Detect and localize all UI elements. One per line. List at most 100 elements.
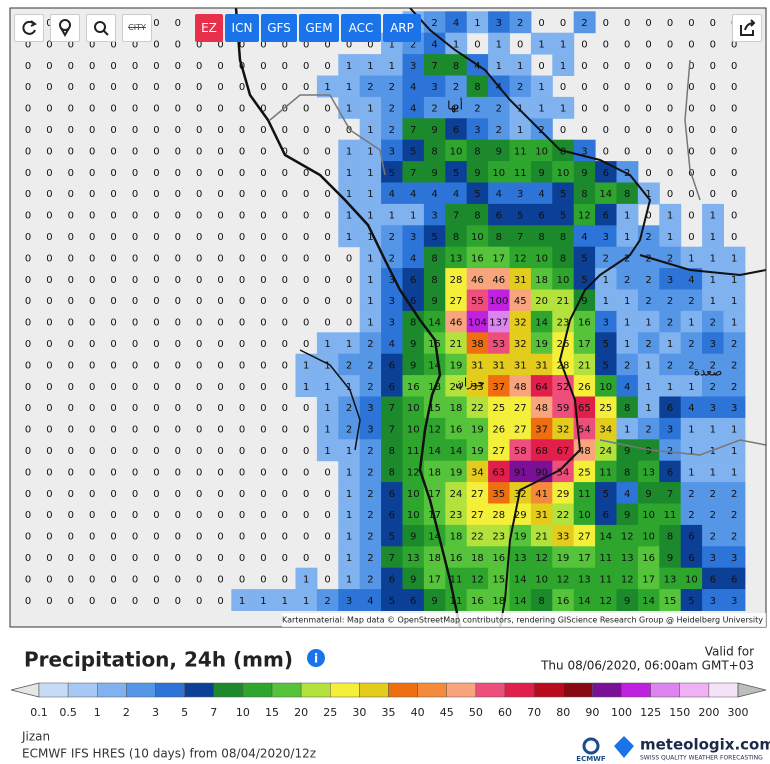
cell-value: 6 — [389, 382, 395, 393]
cell-value: 8 — [624, 403, 630, 414]
cell-value: 48 — [535, 403, 548, 414]
legend-label: 200 — [698, 706, 719, 719]
cell-value: 6 — [410, 296, 416, 307]
cell-value: 2 — [624, 275, 630, 286]
precip-cell — [723, 396, 746, 419]
cell-value: 8 — [431, 275, 437, 286]
cell-value: 2 — [367, 360, 373, 371]
cell-value: 2 — [496, 125, 502, 136]
cell-value: 0 — [624, 125, 630, 136]
precip-cell — [316, 439, 339, 462]
model-button[interactable]: ACC — [341, 14, 381, 42]
cell-value: 3 — [389, 296, 395, 307]
cell-value: 2 — [324, 596, 330, 607]
cell-value: 0 — [324, 253, 330, 264]
precip-cell — [423, 546, 446, 569]
cell-value: 0 — [175, 168, 181, 179]
cell-value: 9 — [581, 168, 587, 179]
cell-value: 24 — [599, 446, 612, 457]
legend-swatch — [242, 682, 273, 698]
cell-value: 0 — [196, 104, 202, 115]
model-button[interactable]: GFS — [261, 14, 297, 42]
cell-value: 2 — [367, 446, 373, 457]
cell-value: 1 — [667, 232, 673, 243]
cell-value: 0 — [538, 61, 544, 72]
cell-value: 12 — [599, 596, 612, 607]
cell-value: 5 — [453, 168, 459, 179]
cell-value: 14 — [642, 596, 655, 607]
cell-value: 1 — [474, 18, 480, 29]
cell-value: 23 — [492, 532, 505, 543]
cell-value: 0 — [667, 168, 673, 179]
precip-cell — [616, 375, 639, 397]
cell-value: 0 — [324, 146, 330, 157]
brand-logo — [614, 736, 634, 758]
precip-cell — [338, 460, 361, 483]
cell-value: 3 — [731, 553, 737, 564]
cell-value: 1 — [367, 146, 373, 157]
cell-value: 0 — [581, 39, 587, 50]
cell-value: 1 — [731, 318, 737, 329]
cell-value: 9 — [431, 168, 437, 179]
cell-value: 0 — [239, 104, 245, 115]
cell-value: 90 — [535, 467, 548, 478]
cell-value: 11 — [578, 489, 591, 500]
precip-cell — [552, 161, 575, 183]
precip-cell — [381, 396, 403, 419]
cell-value: 15 — [428, 403, 441, 414]
precip-cell — [402, 225, 425, 248]
precip-cell — [637, 396, 660, 419]
precip-cell — [338, 482, 361, 504]
location-button[interactable] — [50, 14, 80, 42]
info-icon[interactable] — [307, 649, 325, 667]
cell-value: 0 — [175, 18, 181, 29]
refresh-button[interactable] — [14, 14, 44, 42]
model-button[interactable]: ICN — [225, 14, 259, 42]
cell-value: 0 — [196, 553, 202, 564]
cell-value: 0 — [110, 253, 116, 264]
cell-value: 2 — [431, 18, 437, 29]
cell-value: 3 — [431, 211, 437, 222]
precip-cell — [466, 503, 489, 526]
cell-value: 0 — [217, 318, 223, 329]
cell-value: 0 — [153, 189, 159, 200]
cell-value: 0 — [217, 574, 223, 585]
precip-cell — [595, 332, 617, 355]
cell-value: 0 — [89, 318, 95, 329]
cell-value: 0 — [132, 189, 138, 200]
cell-value: 10 — [535, 574, 548, 585]
cell-value: 0 — [25, 446, 31, 457]
cell-value: 0 — [25, 232, 31, 243]
model-button[interactable]: GEM — [299, 14, 339, 42]
precip-cell — [530, 32, 553, 55]
cell-value: 17 — [642, 574, 655, 585]
model-button[interactable]: ARP — [383, 14, 421, 42]
cell-value: 0 — [46, 104, 52, 115]
precip-cell — [637, 589, 660, 611]
zoom-button[interactable] — [86, 14, 116, 42]
cell-value: 1 — [645, 189, 651, 200]
cell-value: 0 — [346, 253, 352, 264]
model-button[interactable]: EZ — [195, 14, 223, 42]
precip-cell — [552, 32, 575, 55]
legend-label: 35 — [382, 706, 396, 719]
cell-value: 0 — [260, 403, 266, 414]
share-button[interactable] — [732, 14, 762, 42]
cell-value: 0 — [25, 168, 31, 179]
precip-cell — [381, 54, 403, 76]
cell-value: 7 — [453, 211, 459, 222]
cell-value: 2 — [710, 382, 716, 393]
city-button[interactable]: CITY — [122, 14, 152, 42]
cell-value: 0 — [68, 467, 74, 478]
cell-value: 3 — [731, 403, 737, 414]
legend-swatch — [300, 682, 331, 698]
precip-cell — [509, 182, 532, 205]
cell-value: 0 — [153, 425, 159, 436]
precip-cell — [530, 139, 553, 162]
cell-value: 12 — [621, 574, 634, 585]
cell-value: 0 — [731, 211, 737, 222]
cell-value: 0 — [196, 146, 202, 157]
cell-value: 13 — [514, 553, 527, 564]
precip-cell — [423, 203, 446, 226]
cell-value: 4 — [581, 232, 587, 243]
